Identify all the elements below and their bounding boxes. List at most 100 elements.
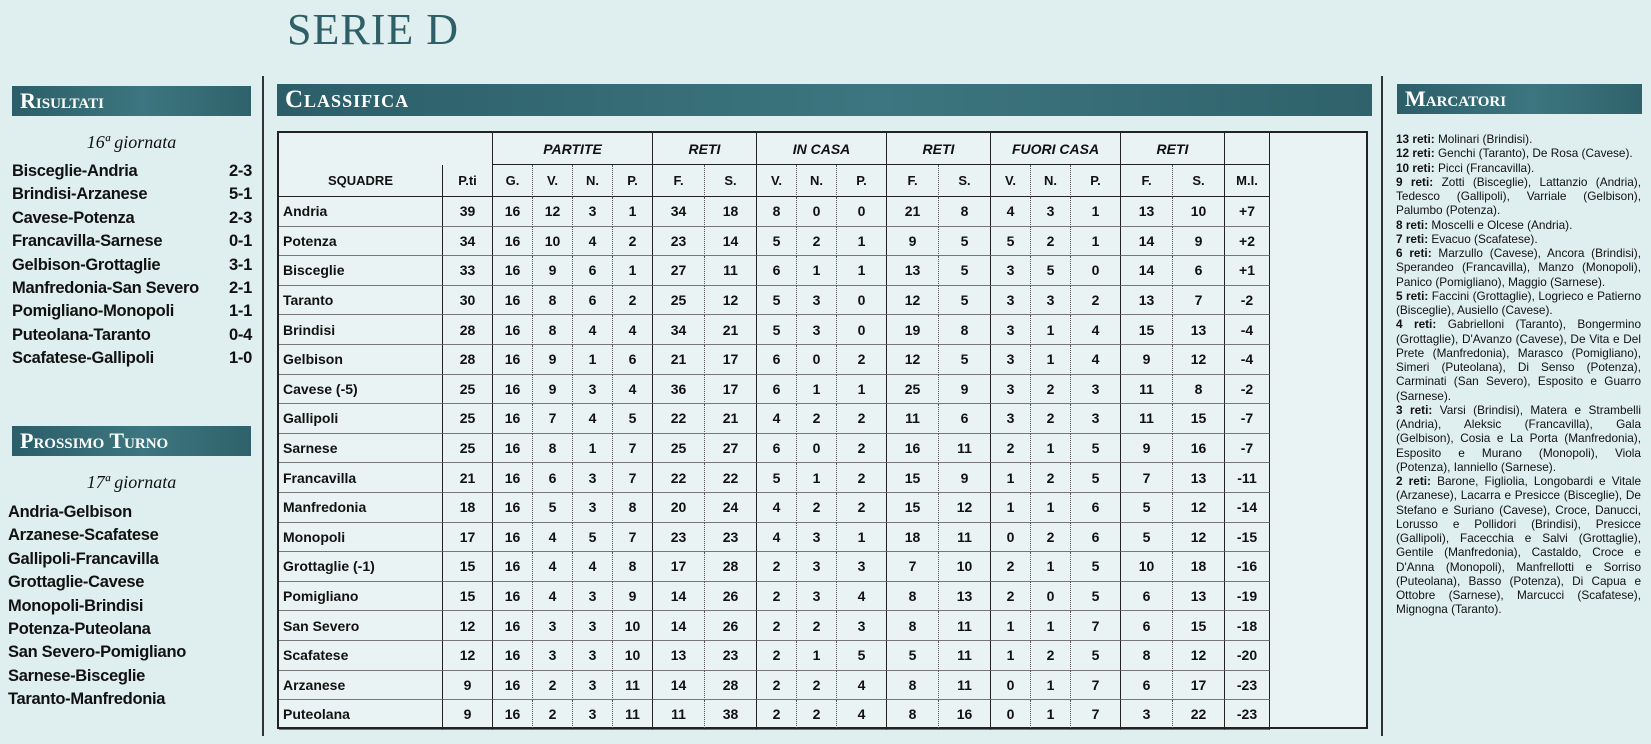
scorer-names: Marzullo (Cavese), Ancora (Brindisi), Sp… <box>1396 246 1641 289</box>
table-cell: 21 <box>705 404 757 434</box>
table-cell: 10 <box>533 226 573 257</box>
table-cell: 2 <box>757 640 797 671</box>
table-cell: 4 <box>837 670 887 701</box>
result-match: Puteolana-Taranto <box>12 325 151 344</box>
table-cell: 0 <box>837 315 887 345</box>
team-name: Monopoli <box>279 522 443 553</box>
table-cell: 1 <box>797 463 837 493</box>
table-cell: 8 <box>613 552 653 582</box>
table-cell: 13 <box>1173 463 1225 493</box>
table-cell: 6 <box>757 256 797 286</box>
table-cell: 15 <box>887 492 939 523</box>
table-cell: 16 <box>493 226 533 257</box>
table-cell: 2 <box>613 285 653 316</box>
table-cell: 2 <box>797 700 837 730</box>
table-cell: 17 <box>653 552 705 582</box>
table-cell: 5 <box>939 226 991 257</box>
table-cell: 9 <box>443 670 493 701</box>
table-cell: 9 <box>1121 433 1173 464</box>
table-cell: 0 <box>837 197 887 227</box>
table-cell: 1 <box>1031 670 1071 701</box>
team-name: Cavese (-5) <box>279 374 443 405</box>
table-cell: 2 <box>1031 640 1071 671</box>
scorer-entry: 3 reti: Varsi (Brindisi), Matera e Stram… <box>1396 403 1641 474</box>
table-cell: 4 <box>613 374 653 405</box>
column-header: N. <box>1031 165 1071 197</box>
team-name: Bisceglie <box>279 256 443 286</box>
table-cell: 9 <box>939 463 991 493</box>
table-cell: 9 <box>533 256 573 286</box>
table-cell: -11 <box>1225 463 1270 493</box>
classifica-heading: Classifica <box>277 84 1372 116</box>
table-cell: 3 <box>991 344 1031 375</box>
table-cell: 5 <box>1071 463 1121 493</box>
result-match: Gelbison-Grottaglie <box>12 255 161 274</box>
column-header: N. <box>797 165 837 197</box>
team-name: Manfredonia <box>279 492 443 523</box>
column-header: V. <box>533 165 573 197</box>
next-match: Potenza-Puteolana <box>8 619 151 638</box>
table-cell: 1 <box>991 640 1031 671</box>
team-name: Potenza <box>279 226 443 257</box>
team-name: Pomigliano <box>279 581 443 612</box>
table-cell: 3 <box>991 256 1031 286</box>
result-row: Cavese-Potenza 2-3 <box>12 207 252 230</box>
table-cell: 3 <box>573 581 613 612</box>
result-row: Scafatese-Gallipoli 1-0 <box>12 347 252 370</box>
result-score: 1-1 <box>229 302 252 321</box>
result-score: 0-4 <box>229 325 252 344</box>
result-score: 1-0 <box>229 349 252 368</box>
result-match: Scafatese-Gallipoli <box>12 349 154 368</box>
table-cell: -4 <box>1225 344 1270 375</box>
table-cell: 5 <box>1071 640 1121 671</box>
table-cell: 1 <box>573 433 613 464</box>
table-cell: 4 <box>757 404 797 434</box>
table-cell: 5 <box>1031 256 1071 286</box>
table-cell: 7 <box>533 404 573 434</box>
table-cell: 26 <box>705 581 757 612</box>
table-cell: 0 <box>991 522 1031 553</box>
table-cell: 5 <box>573 522 613 553</box>
table-cell: 10 <box>939 552 991 582</box>
scorer-names: Genchi (Taranto), De Rosa (Cavese). <box>1437 146 1633 161</box>
table-cell: 4 <box>573 552 613 582</box>
table-cell: 8 <box>887 670 939 701</box>
table-cell: 6 <box>939 404 991 434</box>
column-header: F. <box>653 165 705 197</box>
table-cell: 16 <box>493 315 533 345</box>
table-cell: 8 <box>1121 640 1173 671</box>
table-cell: 6 <box>533 463 573 493</box>
table-cell: 14 <box>1121 256 1173 286</box>
table-cell: 12 <box>887 285 939 316</box>
group-header: IN CASA <box>757 133 887 165</box>
table-cell: 16 <box>493 433 533 464</box>
table-cell: 16 <box>493 256 533 286</box>
table-cell: 4 <box>991 197 1031 227</box>
table-cell: 16 <box>493 285 533 316</box>
result-score: 0-1 <box>229 232 252 251</box>
table-cell: 4 <box>837 700 887 730</box>
table-cell: 5 <box>991 226 1031 257</box>
table-cell: 16 <box>493 552 533 582</box>
table-cell: 15 <box>1173 404 1225 434</box>
scorer-goals: 9 reti: <box>1396 174 1434 189</box>
table-cell: 1 <box>991 611 1031 641</box>
table-cell: 11 <box>613 670 653 701</box>
scorer-goals: 7 reti: <box>1396 231 1429 246</box>
table-cell: 2 <box>1031 404 1071 434</box>
scorer-entry: 13 reti: Molinari (Brindisi). <box>1396 132 1641 146</box>
table-cell: 0 <box>797 433 837 464</box>
table-cell: 11 <box>1121 374 1173 405</box>
table-cell: 25 <box>653 433 705 464</box>
scorer-entry: 4 reti: Gabrielloni (Taranto), Bongermin… <box>1396 317 1641 403</box>
header-blank <box>1225 133 1270 165</box>
page-title: SERIE D <box>287 5 459 54</box>
table-cell: 6 <box>1121 670 1173 701</box>
table-cell: 2 <box>1031 463 1071 493</box>
next-round-list: Andria-Gelbison Arzanese-Scafatese Gallipo… <box>8 501 248 712</box>
next-match: Sarnese-Bisceglie <box>8 666 146 685</box>
table-cell: 3 <box>797 552 837 582</box>
table-cell: 12 <box>887 344 939 375</box>
table-cell: -15 <box>1225 522 1270 553</box>
column-header: P.ti <box>443 165 493 197</box>
